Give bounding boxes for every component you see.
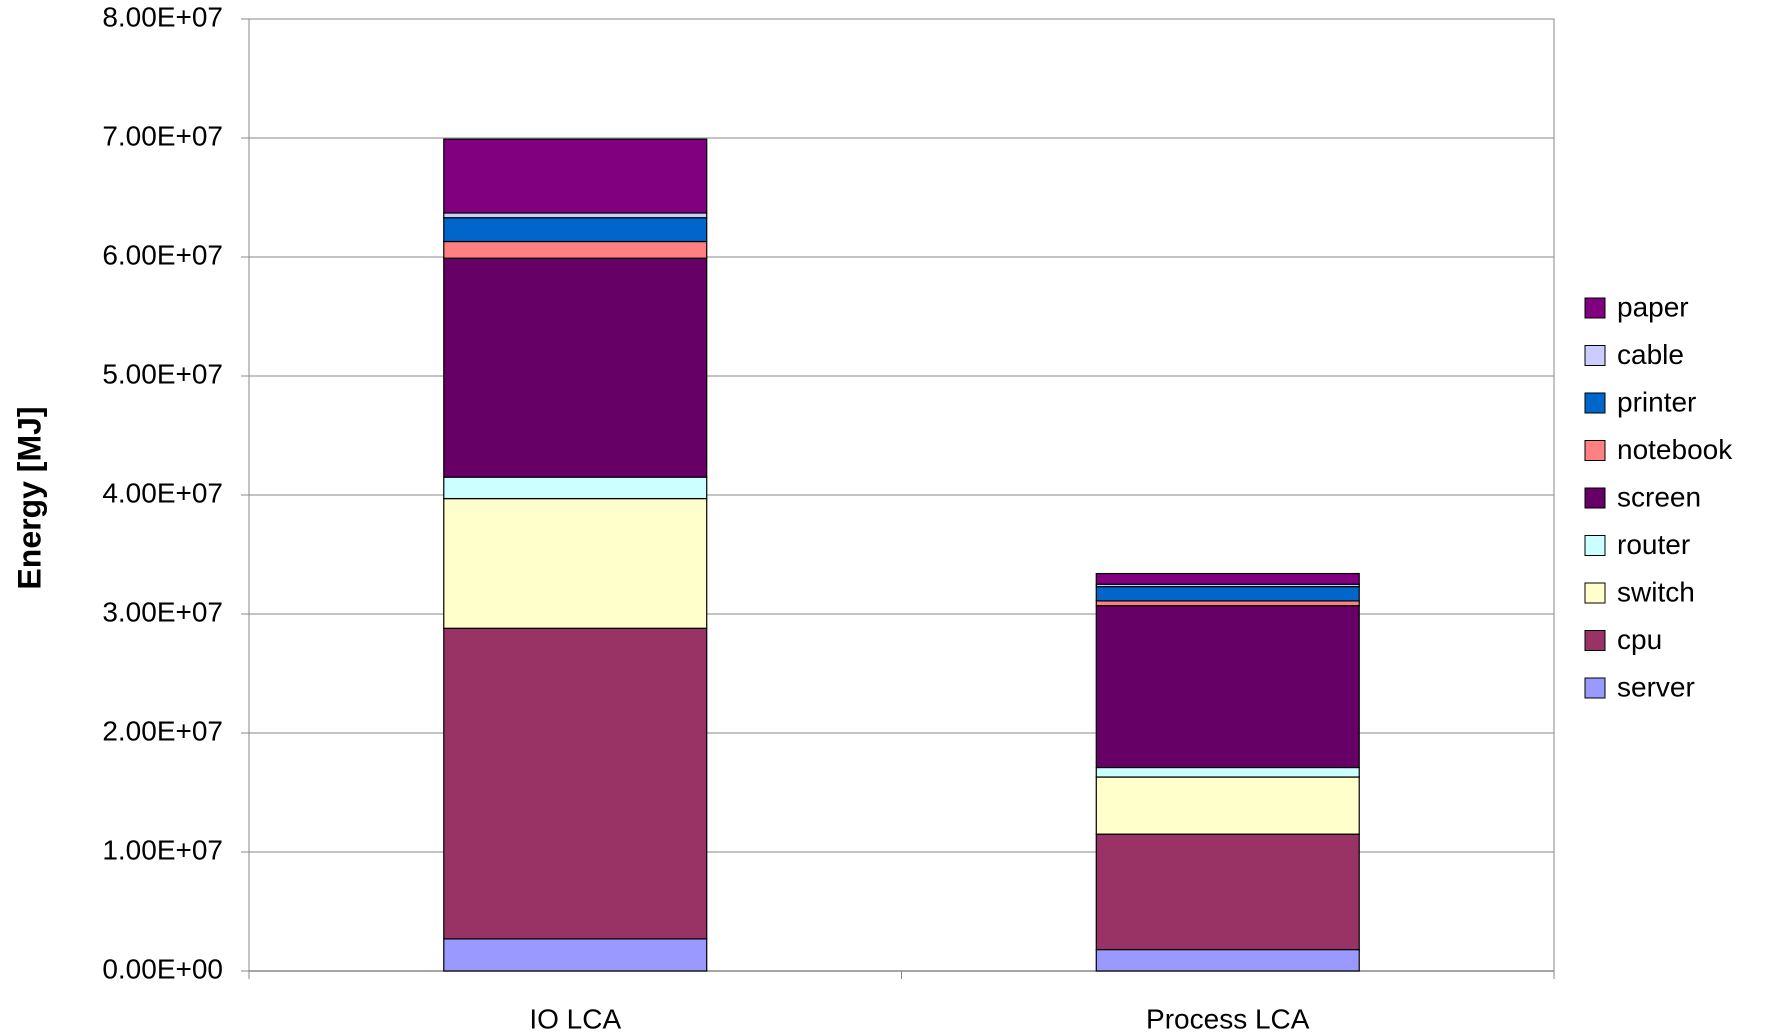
legend-label: server: [1617, 671, 1695, 702]
bar-segment: [1095, 605, 1360, 769]
y-tick-label: 4.00E+07: [102, 477, 223, 508]
legend-swatch: [1584, 487, 1606, 509]
bar-segment: [1095, 600, 1360, 607]
bar-segment: [443, 257, 708, 478]
legend-label: paper: [1617, 291, 1689, 322]
legend-label: router: [1617, 529, 1690, 560]
bar-segment: [443, 212, 708, 219]
legend-swatch: [1584, 677, 1606, 699]
x-tick-label: IO LCA: [529, 1003, 621, 1034]
legend-label: notebook: [1617, 434, 1733, 465]
bar-segment: [443, 497, 708, 629]
legend-swatch: [1584, 440, 1606, 461]
legend-swatch: [1584, 582, 1606, 604]
bar-segment: [1095, 586, 1360, 602]
legend-label: screen: [1617, 481, 1701, 512]
y-tick-label: 3.00E+07: [102, 596, 223, 627]
legend-swatch: [1584, 535, 1606, 556]
bar-segment: [443, 240, 708, 259]
legend-swatch: [1584, 630, 1606, 651]
bar-segment: [443, 627, 708, 940]
y-tick-label: 2.00E+07: [102, 715, 223, 746]
bar-segment: [443, 476, 708, 500]
y-tick-label: 6.00E+07: [102, 239, 223, 270]
y-tick-label: 5.00E+07: [102, 358, 223, 389]
bar-segment: [443, 217, 708, 243]
legend-label: cpu: [1617, 624, 1662, 655]
y-tick-label: 1.00E+07: [102, 834, 223, 865]
legend-label: switch: [1617, 576, 1695, 607]
bar-segment: [1095, 948, 1360, 972]
bar-segment: [1095, 776, 1360, 835]
y-tick-label: 7.00E+07: [102, 120, 223, 151]
y-tick-label: 0.00E+00: [102, 953, 223, 984]
bar-segment: [1095, 833, 1360, 951]
legend-swatch: [1584, 297, 1606, 319]
bar-segment: [1095, 572, 1360, 585]
legend-swatch: [1584, 392, 1606, 414]
x-tick-label: Process LCA: [1146, 1003, 1310, 1034]
legend-label: printer: [1617, 386, 1696, 417]
legend-swatch: [1584, 345, 1606, 366]
y-axis-title: Energy [MJ]: [11, 406, 47, 589]
legend-label: cable: [1617, 339, 1684, 370]
bar-segment: [443, 938, 708, 972]
y-tick-label: 8.00E+07: [102, 1, 223, 32]
bar-segment: [443, 138, 708, 214]
bar-segment: [1095, 766, 1360, 778]
